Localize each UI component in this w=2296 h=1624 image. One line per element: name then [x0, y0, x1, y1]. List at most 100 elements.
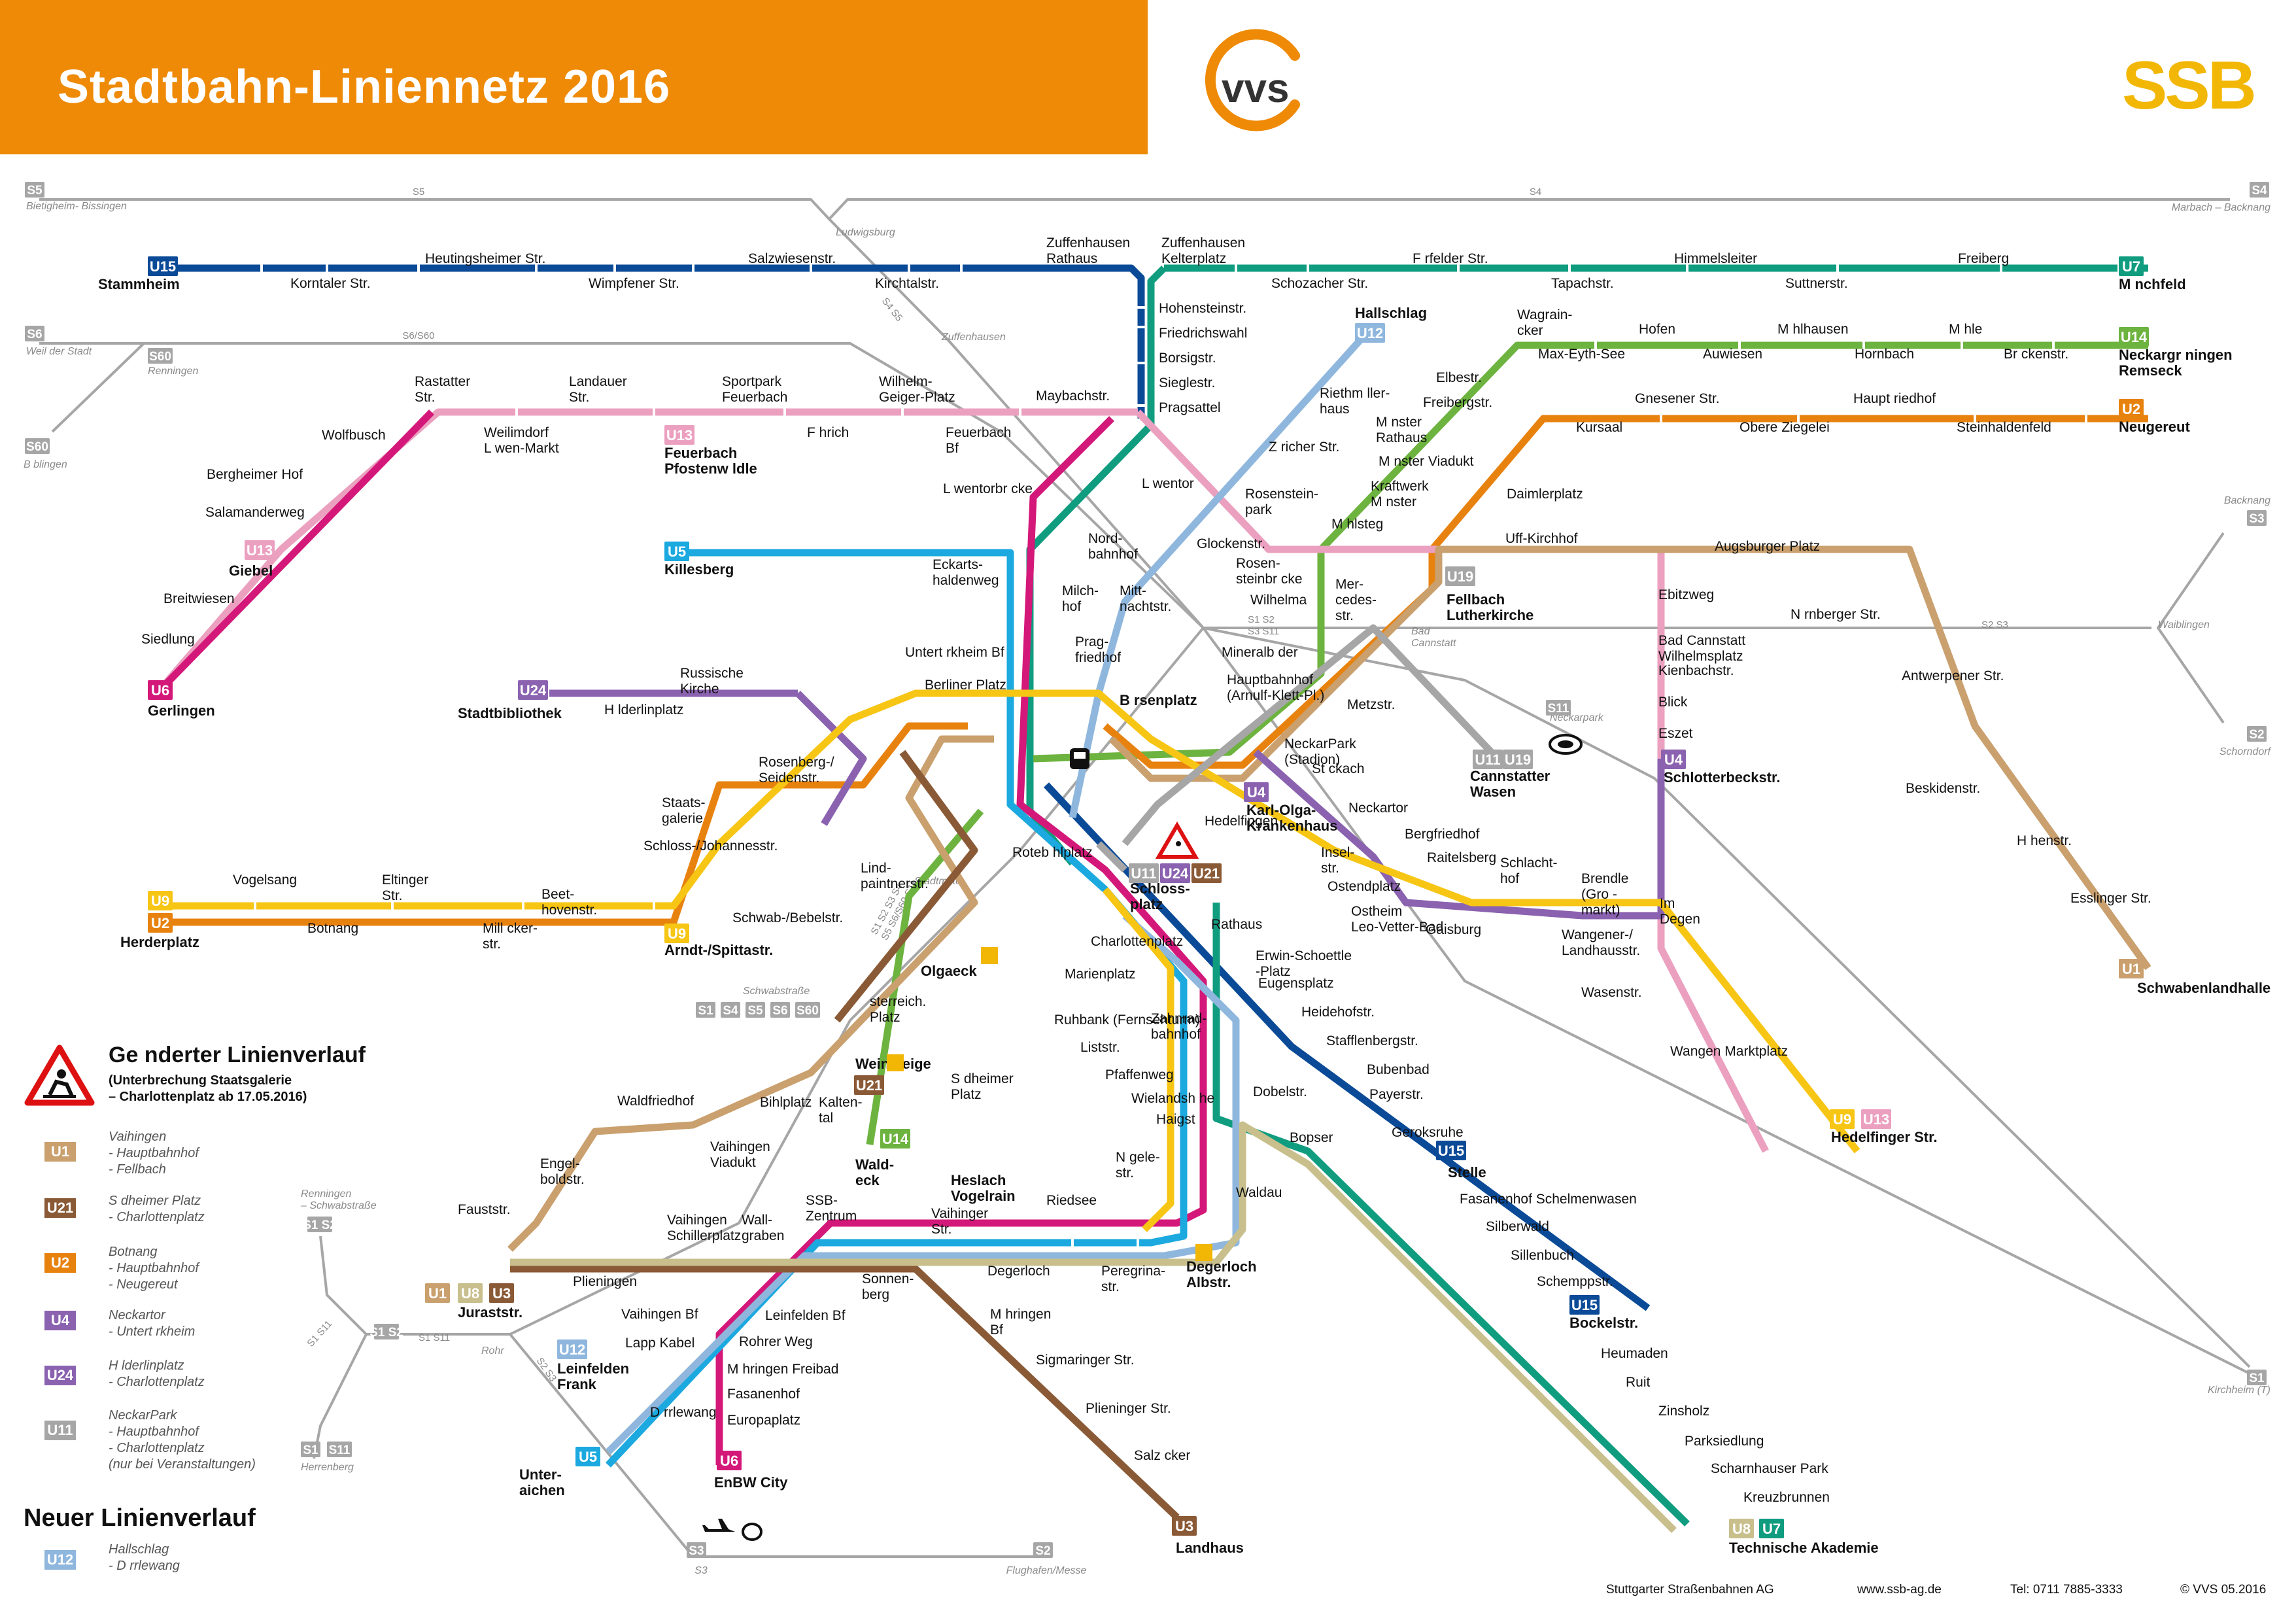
line-badge-u4[interactable]: U4 [1244, 782, 1269, 802]
line-badge-u15[interactable]: U15 [148, 256, 178, 276]
station-salz-cker[interactable]: Salz cker [1134, 1448, 1190, 1463]
station-haupt-riedhof[interactable]: Haupt riedhof [1853, 391, 1936, 406]
station-kirchtalstr[interactable]: Kirchtalstr. [875, 276, 939, 291]
line-badge-u3[interactable]: U3 [1172, 1516, 1197, 1536]
station-arndt-spittastr[interactable]: Arndt-/Spittastr. [664, 942, 773, 958]
station-bockelstr[interactable]: Bockelstr. [1569, 1315, 1638, 1331]
station-payerstr[interactable]: Payerstr. [1369, 1087, 1424, 1102]
station-kienbachstr[interactable]: Kienbachstr. [1658, 663, 1734, 678]
station-uff-kirchhof[interactable]: Uff-Kirchhof [1505, 531, 1578, 546]
line-badge-u19[interactable]: U19 [1445, 566, 1475, 586]
station-stadtbibliothek[interactable]: Stadtbibliothek [458, 705, 562, 721]
station-pfaffenweg[interactable]: Pfaffenweg [1105, 1067, 1174, 1082]
station-pragsattel[interactable]: Pragsattel [1159, 400, 1221, 415]
station-wangener[interactable]: Wangener-/Landhausstr. [1562, 927, 1640, 958]
station-m-hlhausen[interactable]: M hlhausen [1777, 322, 1849, 337]
station-vogelsang[interactable]: Vogelsang [233, 872, 297, 888]
station-kraftwerk[interactable]: Kraftwerk M nster [1371, 479, 1429, 510]
station-elbestr[interactable]: Elbestr. [1436, 370, 1482, 385]
station-charlottenplatz[interactable]: Charlottenplatz [1091, 934, 1183, 949]
station-plieninger-str[interactable]: Plieninger Str. [1086, 1401, 1171, 1416]
station-wilhelma[interactable]: Wilhelma [1250, 593, 1307, 608]
station-m-nchfeld[interactable]: M nchfeld [2119, 276, 2186, 292]
station-hedelfinger-str[interactable]: Hedelfinger Str. [1831, 1129, 1938, 1145]
line-badge-u13[interactable]: U13 [1861, 1109, 1891, 1129]
line-badge-u4[interactable]: U4 [1661, 750, 1686, 769]
line-badge-u11[interactable]: U11 [1129, 863, 1159, 883]
station-salamanderweg[interactable]: Salamanderweg [205, 505, 305, 520]
line-badge-u8[interactable]: U8 [458, 1283, 483, 1303]
station-ruit[interactable]: Ruit [1626, 1375, 1651, 1390]
station-vaihingen[interactable]: Vaihingen Viadukt [710, 1139, 770, 1170]
station-feuerbach[interactable]: Feuerbach Bf [946, 425, 1011, 456]
station-rosenstein[interactable]: Rosenstein-park [1245, 487, 1318, 517]
station-s-dheimer[interactable]: S dheimer Platz [951, 1071, 1014, 1102]
station-untert-rkheim-bf[interactable]: Untert rkheim Bf [905, 645, 1004, 660]
station-stelle[interactable]: Stelle [1448, 1164, 1486, 1181]
station-plieningen[interactable]: Plieningen [573, 1274, 637, 1289]
station-hallschlag[interactable]: Hallschlag [1355, 305, 1427, 321]
station-wagrain[interactable]: Wagrain-cker [1517, 307, 1572, 338]
station-botnang[interactable]: Botnang [307, 921, 358, 936]
station-f-rfelder-str[interactable]: F rfelder Str. [1413, 251, 1488, 266]
station-insel[interactable]: Insel-str. [1321, 845, 1354, 876]
station-schloss-johannesstr[interactable]: Schloss-/Johannesstr. [643, 838, 778, 854]
line-badge-u9[interactable]: U9 [148, 891, 173, 910]
station-herderplatz[interactable]: Herderplatz [120, 934, 199, 950]
station-schloss[interactable]: Schloss-platz [1130, 880, 1190, 912]
station-peregrina[interactable]: Peregrina-str. [1101, 1264, 1165, 1294]
station-brendle[interactable]: Brendle (Gro -markt) [1581, 871, 1628, 918]
station-vaihinger[interactable]: Vaihinger Str. [931, 1206, 988, 1237]
station-vaihingen-bf[interactable]: Vaihingen Bf [621, 1307, 698, 1322]
station-hornbach[interactable]: Hornbach [1855, 347, 1914, 362]
station-z-richer-str[interactable]: Z richer Str. [1269, 440, 1340, 455]
line-badge-u13[interactable]: U13 [664, 425, 694, 445]
station-schwab-bebelstr[interactable]: Schwab-/Bebelstr. [732, 910, 843, 925]
station-steinhaldenfeld[interactable]: Steinhaldenfeld [1957, 420, 2051, 435]
line-badge-u12[interactable]: U12 [1355, 323, 1385, 343]
station-fasanenhof[interactable]: Fasanenhof [727, 1387, 800, 1402]
footer-url[interactable]: www.ssb-ag.de [1857, 1583, 1942, 1597]
station-mer[interactable]: Mer-cedes-str. [1335, 577, 1377, 623]
station-degerloch[interactable]: Degerloch Albstr. [1186, 1258, 1257, 1290]
line-badge-u11[interactable]: U11 [1473, 750, 1503, 769]
station-sieglestr[interactable]: Sieglestr. [1159, 375, 1215, 390]
station-hedelfingen[interactable]: Hedelfingen [1205, 814, 1278, 829]
station-heidehofstr[interactable]: Heidehofstr. [1301, 1005, 1375, 1020]
line-badge-u6[interactable]: U6 [717, 1451, 742, 1470]
station-wimpfener-str[interactable]: Wimpfener Str. [589, 276, 679, 291]
station-berliner-platz[interactable]: Berliner Platz [925, 678, 1006, 693]
station-heutingsheimer-str[interactable]: Heutingsheimer Str. [425, 251, 545, 266]
line-badge-u5[interactable]: U5 [575, 1447, 600, 1466]
line-badge-u21[interactable]: U21 [1191, 863, 1222, 883]
station-n-gele[interactable]: N gele-str. [1116, 1150, 1160, 1181]
station-d-rrlewang[interactable]: D rrlewang [650, 1405, 717, 1420]
station-schlotterbeckstr[interactable]: Schlotterbeckstr. [1664, 769, 1781, 786]
station-sonnen[interactable]: Sonnen-berg [862, 1271, 914, 1302]
station-ssb[interactable]: SSB-Zentrum [806, 1193, 857, 1224]
station-eugensplatz[interactable]: Eugensplatz [1258, 976, 1334, 991]
station-schwabenlandhalle[interactable]: Schwabenlandhalle [2137, 980, 2270, 996]
line-badge-u7[interactable]: U7 [2119, 256, 2144, 276]
line-badge-u24[interactable]: U24 [518, 680, 548, 700]
line-badge-u6[interactable]: U6 [148, 680, 173, 700]
line-badge-u3[interactable]: U3 [489, 1283, 514, 1303]
station-gnesener-str[interactable]: Gnesener Str. [1635, 391, 1720, 406]
station-rohrer-weg[interactable]: Rohrer Weg [739, 1334, 813, 1349]
line-badge-u9[interactable]: U9 [1830, 1109, 1855, 1129]
station-himmelsleiter[interactable]: Himmelsleiter [1674, 251, 1757, 266]
station-bergheimer-hof[interactable]: Bergheimer Hof [207, 467, 303, 482]
station-giebel[interactable]: Giebel [229, 562, 273, 579]
station-m-hringen[interactable]: M hringen Bf [990, 1307, 1051, 1338]
station-wall[interactable]: Wall-graben [742, 1213, 784, 1243]
station-antwerpener-str[interactable]: Antwerpener Str. [1902, 668, 2004, 683]
station-riethm-ller[interactable]: Riethm ller-haus [1320, 386, 1390, 417]
station-marienplatz[interactable]: Marienplatz [1065, 967, 1136, 982]
line-badge-u14[interactable]: U14 [2119, 327, 2149, 347]
station-eszet[interactable]: Eszet [1658, 726, 1693, 741]
station-leinfelden[interactable]: Leinfelden Frank [557, 1360, 629, 1392]
station-eltinger[interactable]: Eltinger Str. [382, 872, 428, 903]
station-max-eyth-see[interactable]: Max-Eyth-See [1538, 347, 1625, 362]
station-enbw-city[interactable]: EnBW City [714, 1474, 788, 1491]
station-kalten[interactable]: Kalten-tal [819, 1095, 863, 1126]
